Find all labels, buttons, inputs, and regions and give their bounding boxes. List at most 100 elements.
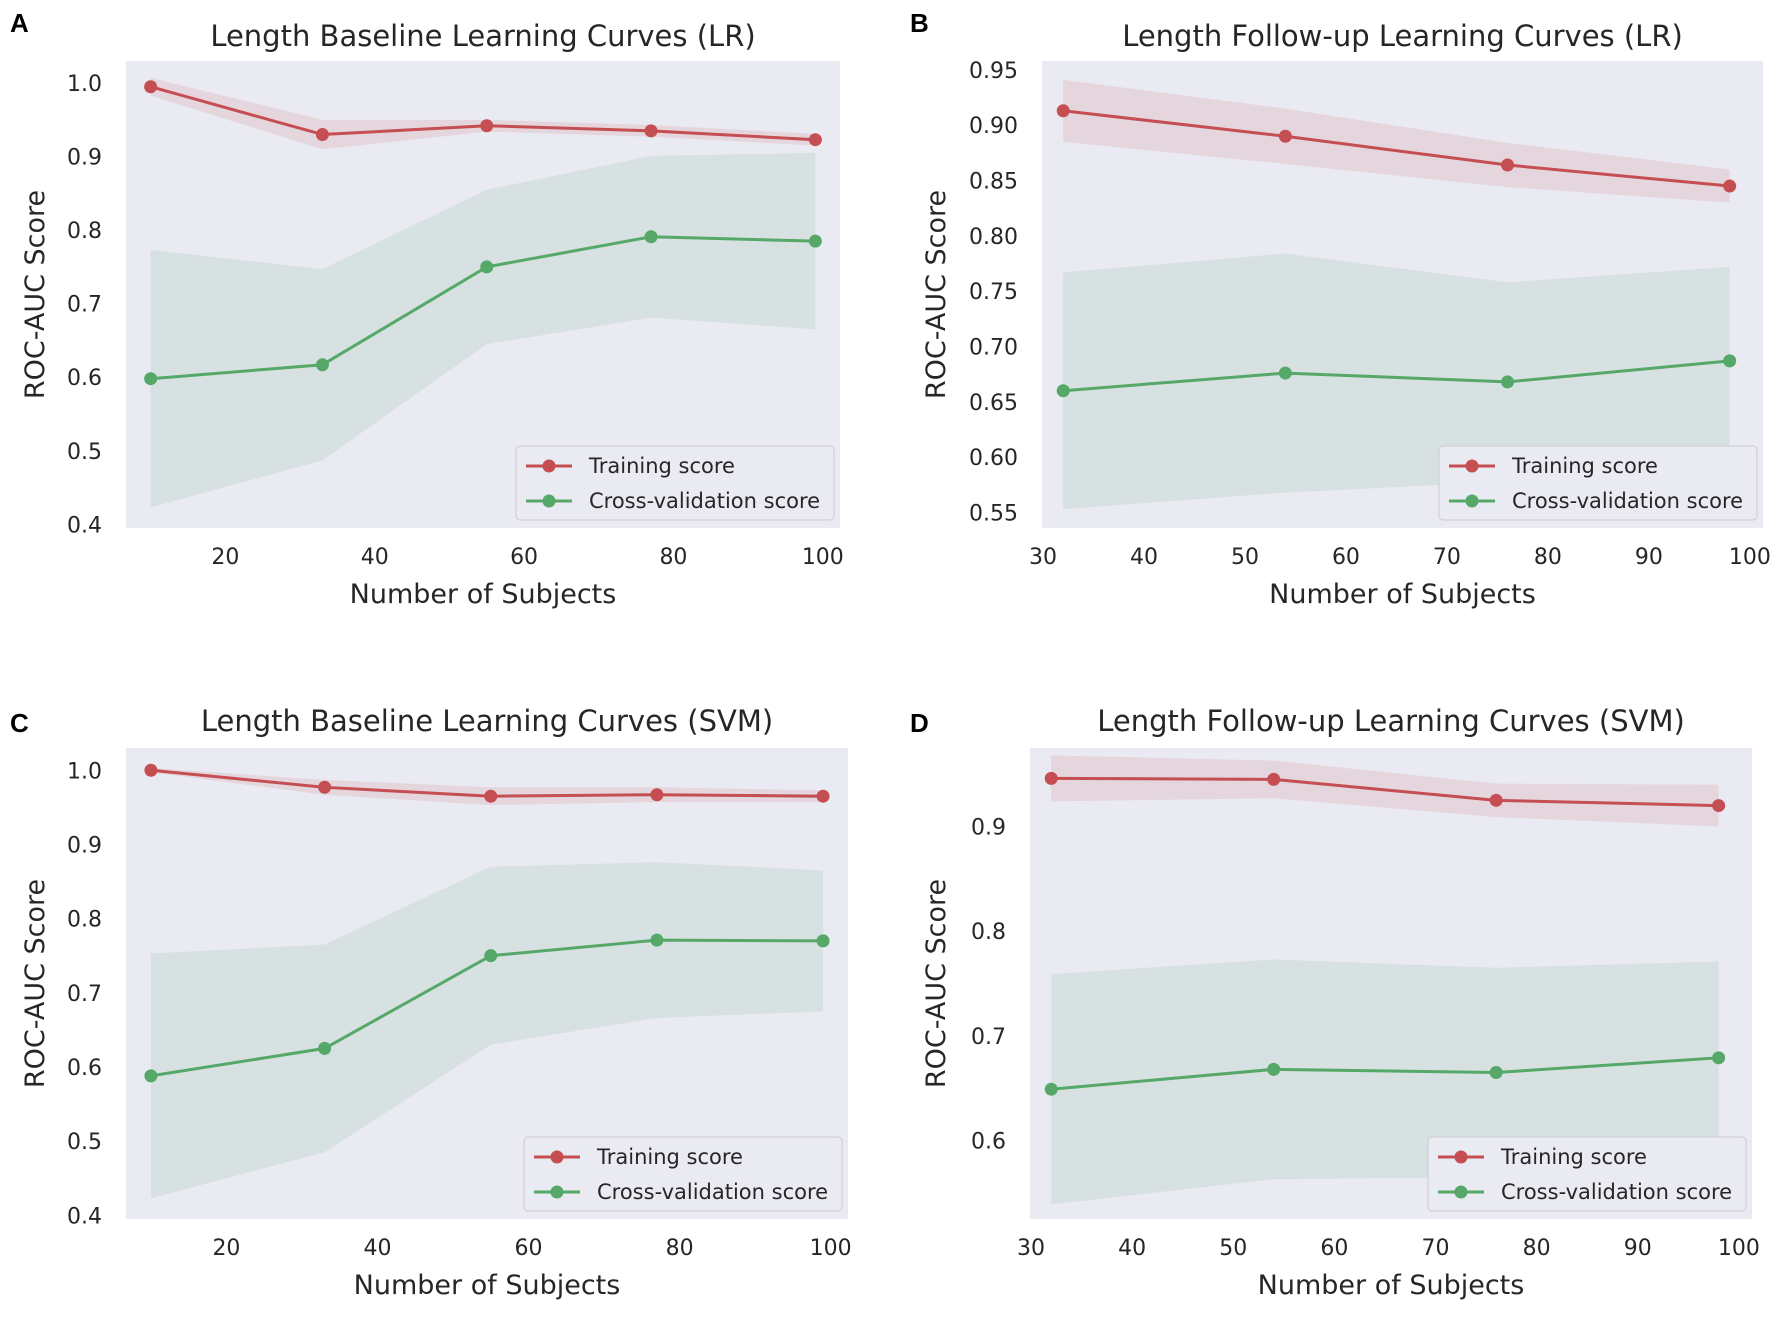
x-tick-label: 60: [1332, 545, 1360, 570]
training-score-point: [144, 80, 158, 94]
training-score-point: [1501, 158, 1515, 172]
y-tick-label: 0.95: [969, 59, 1018, 84]
x-tick-label: 80: [666, 1236, 694, 1261]
legend: Training score Cross-validation score: [523, 1136, 843, 1212]
training-score-line: [1063, 109, 1730, 188]
training-score-point: [484, 789, 498, 803]
x-tick-label: 100: [1729, 545, 1771, 570]
y-tick-label: 1.0: [67, 759, 102, 784]
y-tick-label: 0.4: [67, 1204, 102, 1229]
panel-letter: D: [910, 708, 929, 738]
cv-score-point: [318, 1041, 332, 1055]
chart-title: Length Baseline Learning Curves (SVM): [201, 704, 773, 738]
cv-score-point: [808, 234, 822, 248]
y-tick-label: 0.9: [67, 146, 102, 171]
y-axis-label: ROC-AUC Score: [20, 879, 51, 1088]
cv-score-band: [1063, 253, 1730, 510]
chart-title: Length Follow-up Learning Curves (SVM): [1097, 704, 1685, 738]
legend-box: [523, 1136, 843, 1212]
cv-score-point: [1267, 1062, 1281, 1076]
training-score-line: [1051, 776, 1719, 808]
cv-score-point: [1501, 375, 1515, 389]
legend-training-score-label: Training score: [588, 454, 735, 478]
y-axis-label: ROC-AUC Score: [20, 190, 51, 399]
cv-score-point: [1278, 366, 1292, 380]
y-tick-label: 0.9: [67, 833, 102, 858]
x-tick-label: 100: [802, 545, 844, 570]
x-tick-label: 60: [1320, 1236, 1348, 1261]
legend-box: [515, 445, 835, 521]
cv-score-point: [1044, 1082, 1058, 1096]
y-tick-label: 0.9: [971, 816, 1006, 841]
legend: Training score Cross-validation score: [515, 445, 835, 521]
training-score-point: [144, 763, 158, 777]
legend: Training score Cross-validation score: [1427, 1136, 1747, 1212]
y-tick-label: 0.55: [969, 502, 1018, 527]
cv-score-point: [1712, 1051, 1726, 1065]
cv-score-point: [1723, 354, 1737, 368]
x-tick-label: 40: [361, 545, 389, 570]
legend-cv-score-label: Cross-validation score: [1512, 489, 1743, 513]
legend-cv-score-marker: [550, 1185, 564, 1199]
y-tick-label: 0.75: [969, 280, 1018, 305]
panel-d: D Length Follow-up Learning Curves (SVM) 3…: [910, 704, 1760, 1301]
legend-box: [1427, 1136, 1747, 1212]
cv-score-point: [1056, 384, 1070, 398]
legend: Training score Cross-validation score: [1438, 445, 1758, 521]
y-tick-label: 1.0: [67, 72, 102, 97]
panel-letter: A: [10, 8, 29, 38]
panel-a: A Length Baseline Learning Curves (LR) 20 4…: [10, 8, 844, 610]
y-tick-label: 0.7: [67, 293, 102, 318]
x-tick-label: 100: [810, 1236, 852, 1261]
panel-c: C Length Baseline Learning Curves (SVM) 20…: [10, 704, 852, 1301]
y-tick-label: 0.65: [969, 391, 1018, 416]
x-tick-label: 60: [510, 545, 538, 570]
y-tick-label: 0.8: [67, 908, 102, 933]
training-score-point: [1056, 104, 1070, 118]
x-tick-label: 80: [659, 545, 687, 570]
cv-score-point: [484, 949, 498, 963]
cv-score-point: [144, 372, 158, 386]
chart-title: Length Follow-up Learning Curves (LR): [1122, 19, 1683, 53]
panel-letter: C: [10, 708, 29, 738]
legend-cv-score-marker: [542, 494, 556, 508]
x-tick-label: 70: [1421, 1236, 1449, 1261]
legend-training-score-label: Training score: [1500, 1145, 1647, 1169]
y-tick-label: 0.4: [67, 513, 102, 538]
y-tick-label: 0.85: [969, 170, 1018, 195]
cv-score-line: [1051, 1056, 1719, 1091]
y-tick-label: 0.5: [67, 1130, 102, 1155]
y-tick-label: 0.8: [971, 920, 1006, 945]
cv-score-point: [315, 358, 329, 372]
x-axis-label: Number of Subjects: [1269, 579, 1536, 610]
y-tick-label: 0.6: [971, 1130, 1006, 1155]
x-tick-label: 60: [515, 1236, 543, 1261]
training-score-point: [644, 124, 658, 138]
x-tick-label: 50: [1219, 1236, 1247, 1261]
legend-cv-score-marker: [1465, 494, 1479, 508]
legend-cv-score-label: Cross-validation score: [589, 489, 820, 513]
x-axis-label: Number of Subjects: [350, 579, 617, 610]
training-score-point: [1489, 793, 1503, 807]
training-score-point: [1044, 771, 1058, 785]
y-axis-label: ROC-AUC Score: [921, 879, 952, 1088]
panel-letter: B: [910, 8, 929, 38]
y-tick-label: 0.6: [67, 1056, 102, 1081]
chart-title: Length Baseline Learning Curves (LR): [210, 19, 755, 53]
cv-score-point: [816, 934, 830, 948]
legend-training-score-marker: [542, 459, 556, 473]
training-score-band: [1063, 79, 1730, 203]
x-tick-label: 30: [1017, 1236, 1045, 1261]
legend-training-score-marker: [1454, 1150, 1468, 1164]
training-score-point: [315, 128, 329, 142]
x-tick-label: 100: [1718, 1236, 1760, 1261]
y-tick-label: 0.8: [67, 219, 102, 244]
training-score-point: [480, 119, 494, 133]
training-score-point: [1278, 129, 1292, 143]
cv-score-point: [650, 933, 664, 947]
y-tick-label: 0.90: [969, 114, 1018, 139]
y-tick-label: 0.70: [969, 336, 1018, 361]
legend-training-score-label: Training score: [596, 1145, 743, 1169]
y-axis-label: ROC-AUC Score: [921, 190, 952, 399]
